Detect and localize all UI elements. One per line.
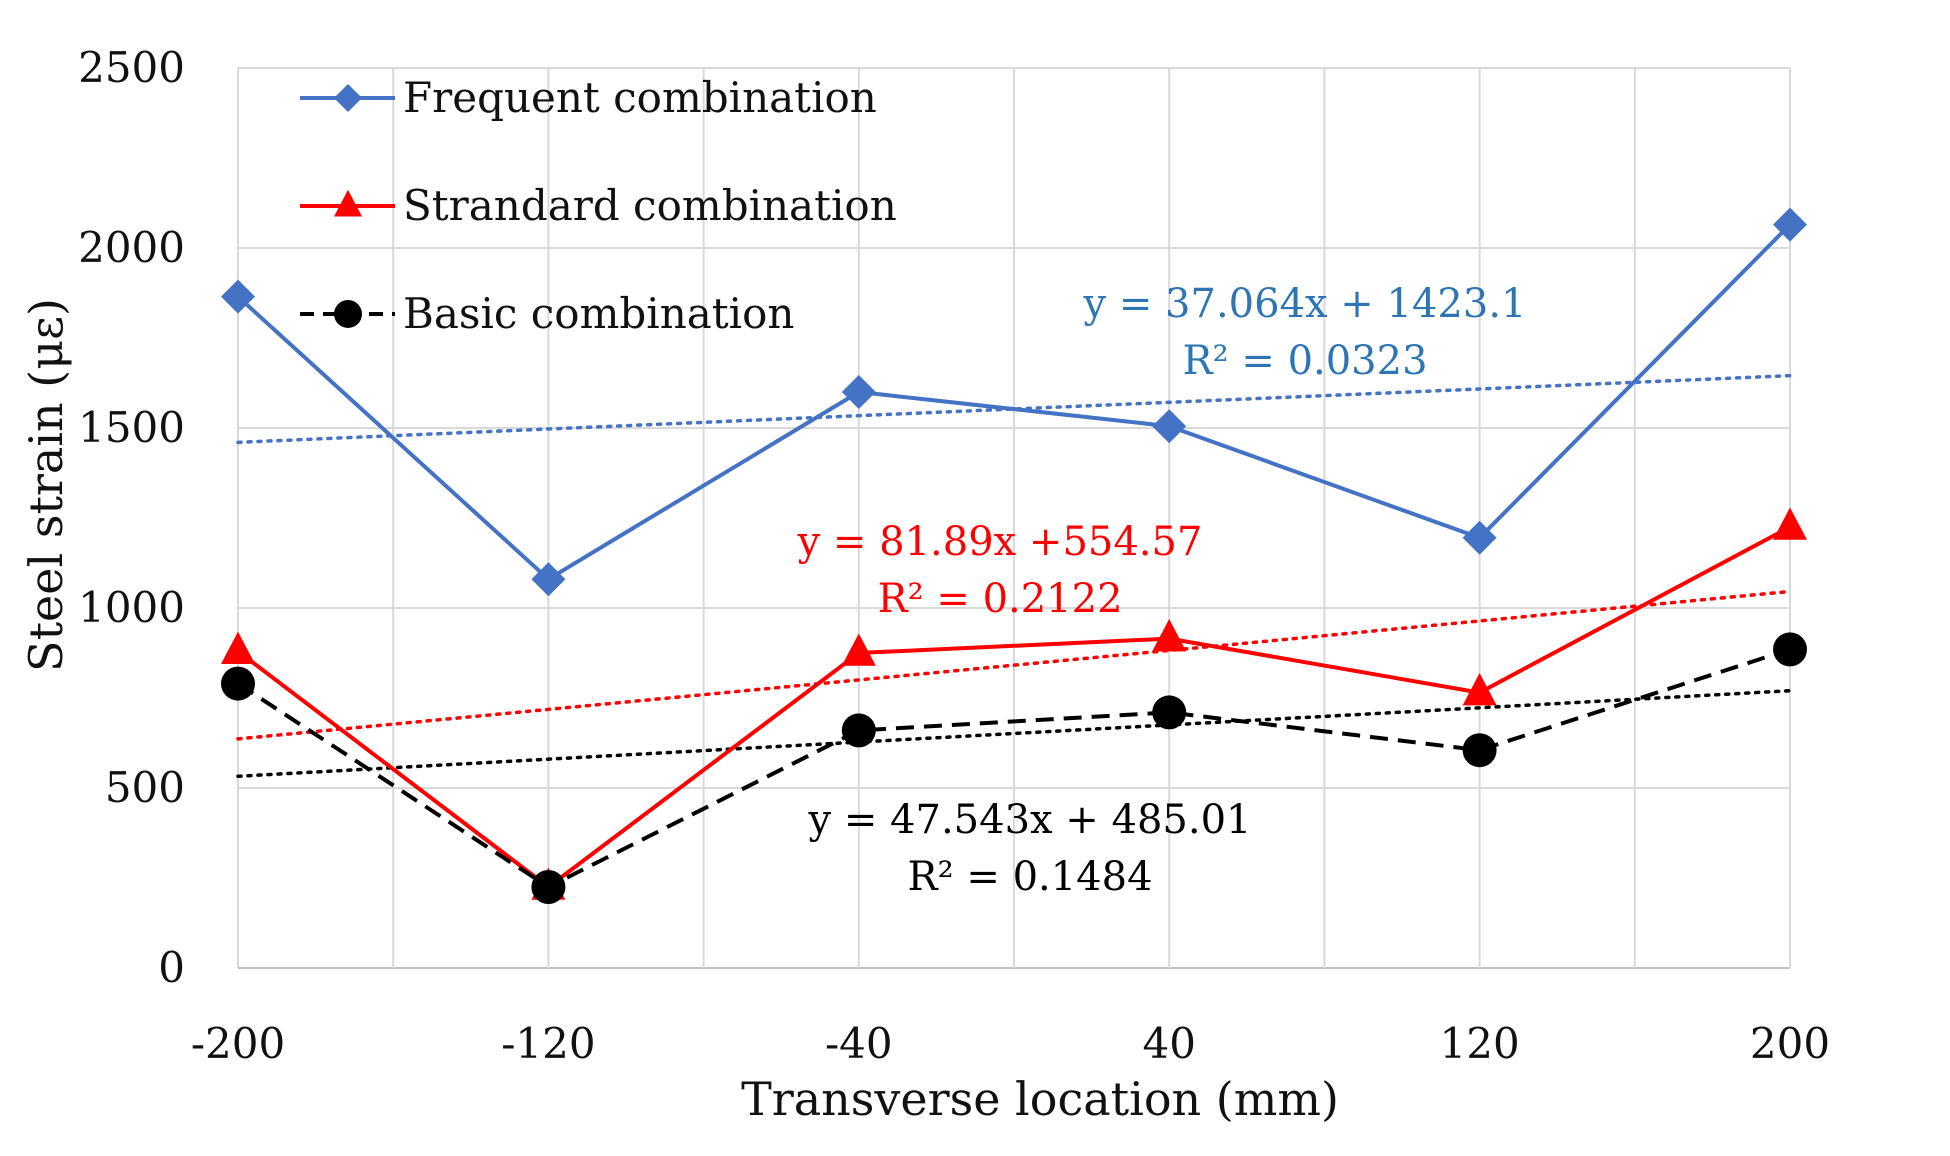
data-point-basic [1462,733,1497,768]
data-point-frequent [1462,520,1497,555]
x-tick-label: 200 [1750,1019,1830,1068]
data-point-standard [221,631,255,664]
trendline-frequent [236,373,1792,445]
tick-labels: 0 500 1000 1500 2000 2500 -200 -120 -40 40 120 200 [78,43,1830,1068]
grid [237,67,1791,969]
x-tick-label: -40 [825,1019,893,1068]
data-point-basic [1152,695,1187,730]
legend-label-basic: Basic combination [403,289,794,338]
x-tick-label: 120 [1440,1019,1520,1068]
data-point-standard [1462,673,1497,706]
data-point-frequent [1773,207,1807,242]
trendline-standard [236,589,1792,741]
x-tick-label: -120 [501,1019,595,1068]
trendlines [236,373,1792,779]
legend-label-frequent: Frequent combination [403,73,877,122]
legend-marker-basic [334,300,362,328]
legend-item-standard: Strandard combination [300,181,897,230]
legend-item-frequent: Frequent combination [300,73,877,122]
data-point-basic [221,666,255,701]
trend-equation-standard: y = 81.89x +554.57 [797,519,1203,565]
data-point-basic [1773,632,1807,667]
x-axis-label: Transverse location (mm) [741,1072,1339,1126]
trend-equation-frequent: y = 37.064x + 1423.1 [1083,281,1527,327]
trendline-basic [236,688,1792,779]
data-point-frequent [531,562,566,597]
trend-r2-standard: R² = 0.2122 [877,576,1122,622]
data-point-frequent [841,375,876,409]
x-tick-label: 40 [1142,1019,1195,1068]
legend-label-standard: Strandard combination [403,181,897,230]
series-line-standard [236,525,1791,889]
y-tick-label: 500 [105,763,185,812]
data-point-basic [841,713,876,748]
y-tick-label: 2000 [78,223,185,272]
series [221,207,1807,905]
legend-marker-standard [334,189,362,217]
data-point-frequent [221,279,255,314]
data-point-standard [841,633,876,666]
series-line-frequent [236,223,1792,582]
y-tick-label: 1500 [78,403,185,452]
y-axis-label: Steel strain (με) [19,298,73,672]
data-point-basic [531,869,566,905]
y-tick-label: 2500 [78,43,185,92]
x-tick-label: -200 [191,1019,285,1068]
trend-r2-frequent: R² = 0.0323 [1182,338,1427,384]
data-point-standard [1773,507,1807,540]
trend-annotations: y = 37.064x + 1423.1 R² = 0.0323 y = 81.… [797,281,1527,900]
y-tick-label: 1000 [78,583,185,632]
trend-r2-basic: R² = 0.1484 [907,854,1152,900]
series-line-basic [236,647,1791,889]
legend: Frequent combination Strandard combinati… [300,73,897,338]
legend-item-basic: Basic combination [300,289,794,338]
y-tick-label: 0 [158,943,185,992]
data-point-frequent [1152,409,1187,444]
legend-marker-frequent [334,84,362,112]
trend-equation-basic: y = 47.543x + 485.01 [808,797,1252,843]
data-point-standard [1152,619,1187,652]
